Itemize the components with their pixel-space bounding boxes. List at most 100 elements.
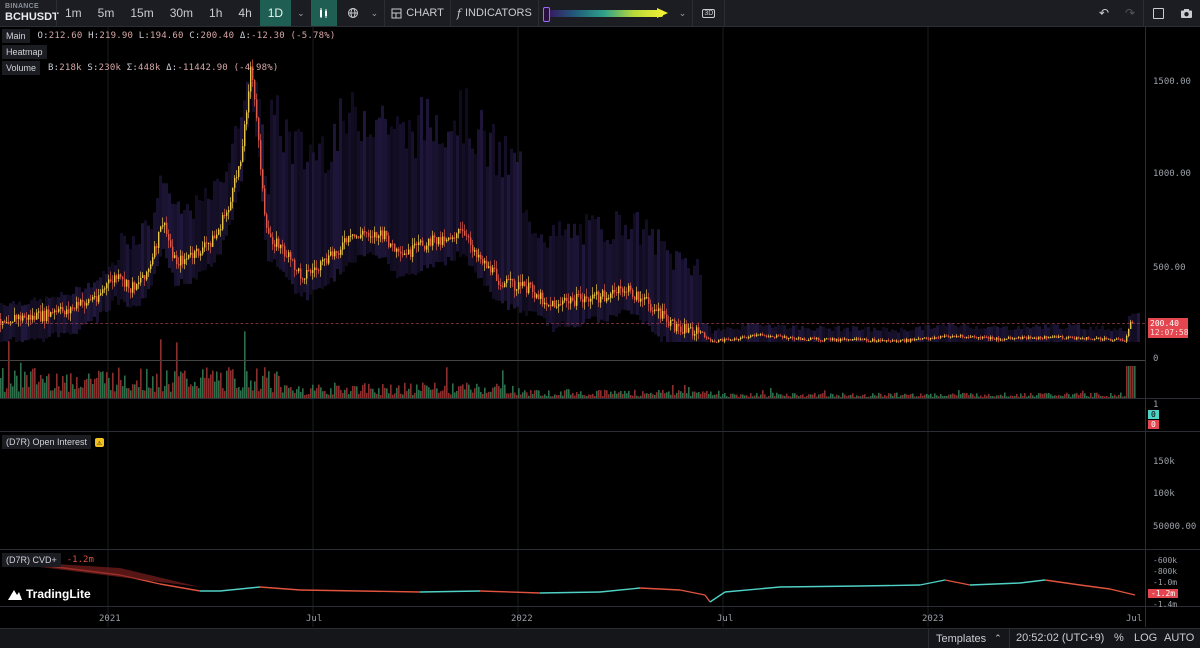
volume-bar: [488, 391, 490, 398]
heatmap-cell: [852, 326, 855, 342]
cvd-segment: [299, 589, 361, 592]
heatmap-cell: [528, 221, 531, 311]
heatmap-cell: [990, 326, 993, 342]
candle-body: [42, 310, 44, 322]
candle-body: [112, 281, 114, 283]
heatmap-cell: [963, 323, 966, 342]
heatmap-cell: [183, 209, 186, 284]
oi-title[interactable]: (D7R) Open Interest: [2, 435, 92, 449]
volume-bar: [212, 370, 214, 398]
timeframe-dropdown[interactable]: ⌄: [291, 0, 311, 26]
candle-body: [250, 66, 252, 92]
3d-button[interactable]: 3D: [693, 0, 724, 26]
volume-bar: [532, 394, 534, 398]
heatmap-cell: [168, 193, 171, 269]
candle-body: [610, 293, 612, 298]
heatmap-cell: [225, 171, 228, 236]
symbol-selector[interactable]: BINANCE BCHUSDT: [0, 0, 59, 26]
globe-button[interactable]: [337, 0, 365, 26]
heatmap-cell: [1020, 329, 1023, 342]
oi-legend: (D7R) Open Interest ⚠: [2, 435, 104, 449]
slider-handle[interactable]: [542, 6, 550, 22]
heatmap-tag[interactable]: Heatmap: [2, 45, 47, 59]
candle-body: [884, 340, 886, 342]
undo-button[interactable]: ↶: [1091, 0, 1117, 26]
candle-body: [758, 334, 760, 336]
volume-bar: [798, 396, 800, 398]
indicators-button[interactable]: f INDICATORS: [451, 0, 538, 26]
volume-bar: [294, 392, 296, 398]
candle-body: [902, 339, 904, 341]
volume-bar: [680, 391, 682, 398]
heatmap-cell: [339, 98, 342, 275]
volume-bar: [652, 394, 654, 398]
volume-bar: [74, 389, 76, 398]
timeframe-5m[interactable]: 5m: [97, 6, 115, 20]
candle-body: [286, 256, 288, 258]
screenshot-button[interactable]: [1172, 0, 1200, 26]
volume-tag[interactable]: Volume: [2, 61, 41, 75]
timeframe-1h[interactable]: 1h: [209, 6, 223, 20]
heatmap-cell: [1059, 328, 1062, 342]
price-label-0: 0: [1153, 354, 1159, 364]
candle-body: [874, 338, 876, 342]
price-axis[interactable]: 1500.00 1000.00 500.00 0 1 150k 100k 500…: [1145, 27, 1200, 627]
candle-body: [1108, 338, 1110, 340]
timeframe-15m[interactable]: 15m: [130, 6, 154, 20]
volume-bar: [586, 396, 588, 398]
timeframe-4h[interactable]: 4h: [238, 6, 252, 20]
volume-bar: [426, 385, 428, 398]
candle-body: [918, 338, 920, 340]
chart-canvas[interactable]: [0, 27, 1145, 627]
redo-button[interactable]: ↷: [1117, 0, 1143, 26]
volume-bar: [176, 342, 178, 398]
templates-button[interactable]: Templates ⌃: [928, 629, 1010, 648]
main-tag[interactable]: Main: [2, 29, 30, 43]
candle-body: [290, 252, 292, 260]
fullscreen-button[interactable]: [1144, 0, 1172, 26]
heatmap-cell: [927, 325, 930, 342]
candle-body: [1110, 338, 1112, 341]
volume-bar: [960, 394, 962, 398]
candle-body: [718, 339, 720, 343]
timeframe-1d[interactable]: 1D: [259, 0, 292, 26]
volume-bar: [714, 394, 716, 398]
timeframe-1m[interactable]: 1m: [65, 6, 82, 20]
heatmap-cell: [831, 330, 834, 342]
timeframe-30m[interactable]: 30m: [169, 6, 194, 20]
heatmap-cell: [507, 174, 510, 310]
price-label-1000: 1000.00: [1153, 169, 1191, 179]
candle-body: [792, 337, 794, 339]
toolbar-divider: [692, 0, 694, 26]
volume-bar: [888, 393, 890, 398]
volume-bar: [404, 382, 406, 398]
candle-body: [498, 280, 500, 285]
volume-bar: [978, 396, 980, 398]
close-value: 200.40: [200, 31, 235, 41]
heatmap-cell: [936, 325, 939, 342]
heatmap-cell: [771, 327, 774, 342]
percent-toggle[interactable]: %: [1114, 632, 1124, 644]
volume-bar: [94, 378, 96, 398]
heatmap-cell: [744, 326, 747, 342]
candle-body: [654, 309, 656, 312]
auto-toggle[interactable]: AUTO: [1164, 632, 1195, 644]
candle-body: [550, 304, 552, 307]
gradient-dropdown[interactable]: ⌄: [673, 0, 693, 26]
candle-body: [6, 321, 8, 323]
volume-bar: [42, 378, 44, 398]
cvd-title[interactable]: (D7R) CVD+: [2, 553, 61, 567]
warning-icon[interactable]: ⚠: [95, 437, 104, 447]
candles-button[interactable]: [310, 0, 337, 26]
candle-body: [16, 314, 18, 320]
heatmap-gradient-slider[interactable]: [542, 6, 663, 22]
heatmap-cell: [120, 233, 123, 300]
log-toggle[interactable]: LOG: [1134, 632, 1158, 644]
candle-body: [776, 335, 778, 338]
volume-bar: [1068, 394, 1070, 398]
heatmap-cell: [129, 248, 132, 308]
heatmap-cell: [555, 235, 558, 329]
globe-dropdown[interactable]: ⌄: [365, 0, 385, 26]
candle-body: [528, 282, 530, 294]
chart-button[interactable]: CHART: [385, 0, 450, 26]
